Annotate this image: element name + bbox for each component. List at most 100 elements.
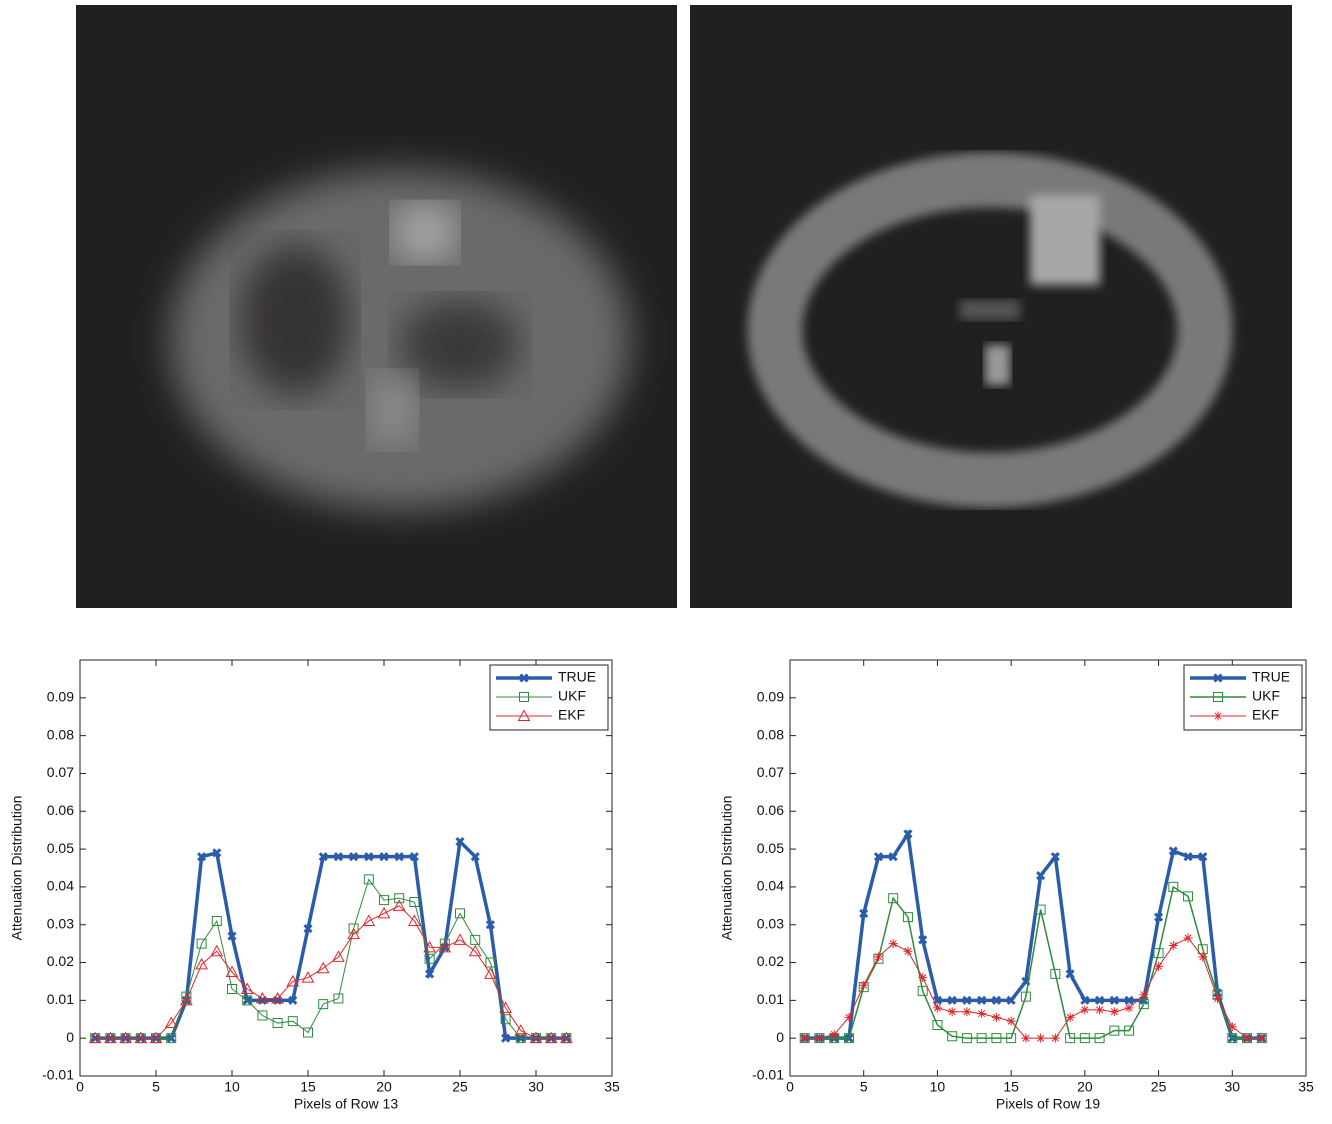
data-point xyxy=(88,1031,102,1044)
legend-label: EKF xyxy=(1252,707,1279,723)
x-tick-label: 0 xyxy=(76,1079,84,1095)
data-point xyxy=(227,984,237,995)
data-point xyxy=(409,852,419,862)
data-point xyxy=(843,1033,854,1044)
x-axis-label: Pixels of Row 13 xyxy=(294,1096,398,1112)
legend-marker xyxy=(519,673,529,683)
data-point xyxy=(560,1031,573,1044)
data-point xyxy=(903,946,913,956)
y-tick-label: 0.07 xyxy=(47,764,74,780)
data-point xyxy=(1080,1005,1090,1015)
data-point xyxy=(918,935,928,945)
y-tick-label: -0.01 xyxy=(752,1067,784,1083)
series-line xyxy=(95,878,567,1039)
data-point xyxy=(197,852,207,862)
data-point xyxy=(1242,1033,1252,1043)
data-point xyxy=(348,923,359,934)
data-point xyxy=(514,1024,528,1036)
data-point xyxy=(1124,1003,1134,1013)
data-point xyxy=(1109,1025,1120,1036)
data-point xyxy=(1168,941,1178,951)
x-tick-label: 25 xyxy=(1151,1079,1167,1095)
data-point xyxy=(829,1029,839,1039)
series-line xyxy=(804,885,1262,1039)
data-point xyxy=(1020,991,1031,1002)
x-tick-label: 30 xyxy=(528,1079,544,1095)
data-point xyxy=(991,1033,1002,1044)
legend-label: UKF xyxy=(1252,688,1280,704)
data-point xyxy=(500,1014,511,1025)
data-point xyxy=(1183,891,1194,902)
x-tick-label: 20 xyxy=(1077,1079,1093,1095)
y-tick-label: 0.09 xyxy=(757,689,784,705)
data-point xyxy=(286,974,300,987)
data-point xyxy=(392,899,406,911)
data-point xyxy=(333,993,344,1004)
data-point xyxy=(1242,1033,1253,1044)
data-point xyxy=(379,852,389,862)
data-point xyxy=(164,1016,178,1029)
data-point xyxy=(210,944,224,957)
data-point xyxy=(1035,904,1046,915)
data-point xyxy=(1198,952,1208,962)
data-point xyxy=(333,852,343,862)
series-line xyxy=(95,905,567,1039)
y-tick-label: 0.08 xyxy=(47,726,74,742)
data-point xyxy=(902,912,913,923)
data-point xyxy=(947,1031,958,1042)
data-point xyxy=(1227,1033,1238,1044)
data-point xyxy=(485,920,495,930)
data-point xyxy=(301,971,315,983)
data-point xyxy=(468,944,482,957)
x-tick-label: 25 xyxy=(452,1079,468,1095)
data-point xyxy=(544,1031,558,1044)
data-point xyxy=(962,995,972,1005)
data-point xyxy=(888,893,899,904)
data-point xyxy=(1006,995,1016,1005)
data-point xyxy=(859,908,869,918)
y-tick-label: 0.08 xyxy=(757,726,784,742)
data-point xyxy=(499,1001,512,1013)
data-point xyxy=(529,1031,543,1044)
data-point xyxy=(991,995,1001,1005)
data-point xyxy=(800,1033,810,1043)
y-axis-label: Attenuation Distribution xyxy=(719,796,735,941)
data-point xyxy=(104,1031,117,1044)
y-tick-label: 0.03 xyxy=(757,915,784,931)
y-tick-label: 0.01 xyxy=(47,991,74,1007)
data-point xyxy=(455,908,465,919)
data-point xyxy=(829,1033,840,1044)
data-point xyxy=(1065,969,1075,979)
data-point xyxy=(423,940,436,953)
data-point xyxy=(1227,1022,1237,1032)
data-point xyxy=(873,852,884,862)
data-point xyxy=(272,1018,283,1029)
data-point xyxy=(1139,990,1149,1000)
data-point xyxy=(288,995,298,1005)
data-point xyxy=(195,957,208,970)
data-point xyxy=(1183,933,1193,943)
data-point xyxy=(1154,912,1164,922)
x-tick-label: 10 xyxy=(224,1079,240,1095)
data-point xyxy=(257,1010,268,1021)
y-tick-label: 0.02 xyxy=(47,953,74,969)
data-point xyxy=(409,897,420,908)
data-point xyxy=(1212,989,1223,1000)
x-axis-label: Pixels of Row 19 xyxy=(996,1096,1100,1112)
data-point xyxy=(888,852,898,862)
data-point xyxy=(425,969,435,979)
y-tick-label: 0.09 xyxy=(47,689,74,705)
y-tick-label: 0 xyxy=(66,1029,74,1045)
y-tick-label: 0 xyxy=(776,1029,784,1045)
data-point xyxy=(1036,1033,1046,1043)
y-tick-label: 0.06 xyxy=(757,802,784,818)
data-point xyxy=(181,991,192,1002)
data-point xyxy=(119,1031,132,1044)
data-point xyxy=(362,914,376,926)
y-tick-label: 0.05 xyxy=(47,840,74,856)
data-point xyxy=(287,1016,298,1027)
data-point xyxy=(1124,995,1134,1005)
data-point xyxy=(349,852,359,862)
data-point xyxy=(439,938,450,949)
data-point xyxy=(977,1009,987,1019)
